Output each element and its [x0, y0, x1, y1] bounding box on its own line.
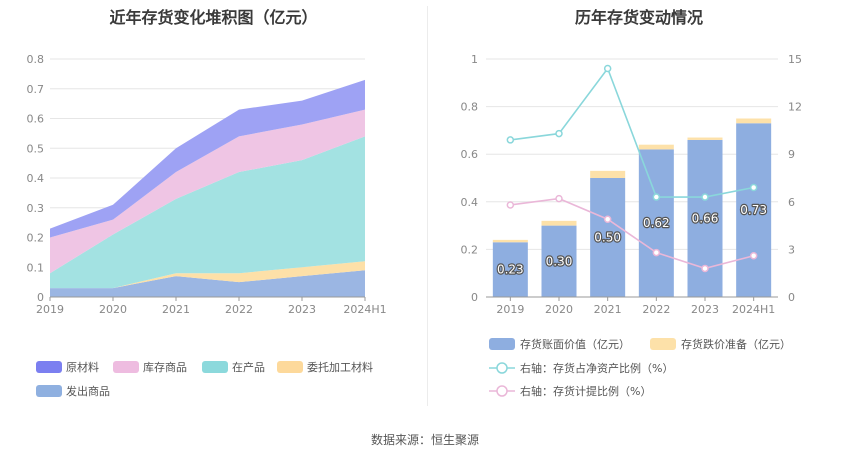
legend-swatch — [202, 361, 228, 373]
data-source-label: 数据来源：恒生聚源 — [370, 433, 479, 447]
y2-tick-label: 6 — [788, 196, 795, 209]
legend-label: 存货跌价准备（亿元） — [681, 337, 791, 351]
x-tick-label: 2023 — [288, 303, 316, 316]
bar-data-label: 0.73 — [740, 203, 767, 217]
x-tick-label: 2019 — [496, 303, 524, 316]
bar-line-chart: 0 0.2 0.4 0.6 0.8 1 0 3 6 9 12 15 2019 2020 2021 2022 20… — [461, 53, 803, 398]
y-tick-label: 0.3 — [27, 202, 45, 215]
y-tick-label: 0.1 — [27, 261, 45, 274]
bar-data-label: 0.66 — [692, 211, 719, 225]
bar-inventory-value — [492, 242, 528, 297]
legend-swatch — [650, 338, 676, 350]
line-point — [603, 215, 612, 224]
x-tick-label: 2021 — [594, 303, 622, 316]
area-series — [50, 270, 365, 297]
bar-inventory-value — [736, 123, 772, 297]
bar-impairment-reserve — [590, 170, 626, 178]
legend-swatch — [113, 361, 139, 373]
line-point — [506, 201, 515, 209]
legend-label: 库存商品 — [143, 360, 187, 374]
y-tick-label: 0.4 — [27, 172, 45, 185]
area-series — [50, 136, 365, 289]
y-tick-label: 1 — [471, 53, 478, 66]
legend-label: 存货账面价值（亿元） — [520, 337, 630, 351]
legend-marker — [496, 362, 508, 374]
panel-divider — [427, 6, 428, 406]
y-tick-label: 0.8 — [27, 53, 45, 66]
legend-swatch — [36, 385, 62, 397]
bar-impairment-reserve — [492, 239, 528, 243]
line-point — [555, 194, 563, 203]
legend-swatch — [277, 361, 303, 373]
y2-tick-label: 3 — [788, 243, 795, 256]
legend-label: 发出商品 — [66, 384, 110, 398]
y-tick-label: 0 — [471, 291, 478, 304]
y-tick-label: 0.4 — [461, 196, 479, 209]
bar-impairment-reserve — [638, 144, 674, 150]
bar-inventory-value — [590, 178, 626, 297]
right-chart-title: 历年存货变动情况 — [574, 8, 703, 27]
x-tick-label: 2020 — [99, 303, 127, 316]
bar-data-label: 0.30 — [546, 254, 573, 268]
legend-swatch — [489, 338, 515, 350]
y2-tick-label: 12 — [788, 101, 802, 114]
legend-swatch — [36, 361, 62, 373]
y-tick-label: 0 — [37, 291, 44, 304]
x-tick-label: 2024H1 — [343, 303, 386, 316]
area-series — [50, 109, 365, 274]
line-point — [701, 193, 709, 201]
stacked-area-chart: 0 0.1 0.2 0.3 0.4 0.5 0.6 0.7 0.8 2019 2020 2021 202… — [27, 53, 387, 398]
line-point — [555, 129, 563, 138]
line-point — [701, 264, 709, 273]
area-series — [50, 261, 365, 289]
area-series — [50, 79, 365, 238]
legend-label: 在产品 — [232, 360, 265, 374]
bar-data-label: 0.62 — [643, 216, 670, 230]
legend-label: 右轴：存货计提比例（%） — [520, 384, 651, 398]
y-tick-label: 0.2 — [27, 232, 45, 245]
bar-inventory-value — [541, 225, 577, 297]
x-tick-label: 2019 — [36, 303, 64, 316]
bar-data-label: 0.23 — [497, 263, 524, 277]
line-point — [652, 193, 661, 201]
line-point — [652, 248, 661, 257]
y2-tick-label: 9 — [788, 148, 795, 161]
y2-tick-label: 15 — [788, 53, 802, 66]
legend-label: 右轴：存货占净资产比例（%） — [520, 361, 673, 375]
y-tick-label: 0.2 — [461, 243, 479, 256]
x-tick-label: 2020 — [545, 303, 573, 316]
bar-inventory-value — [638, 149, 674, 297]
bar-impairment-reserve — [541, 220, 577, 226]
line-series — [510, 66, 754, 198]
y-tick-label: 0.7 — [27, 83, 45, 96]
x-tick-label: 2021 — [162, 303, 190, 316]
bar-data-label: 0.50 — [594, 231, 621, 245]
line-series — [510, 197, 754, 270]
left-chart-title: 近年存货变化堆积图（亿元） — [109, 8, 318, 27]
x-tick-label: 2024H1 — [732, 303, 775, 316]
line-point — [749, 251, 758, 260]
line-point — [603, 64, 612, 73]
x-tick-label: 2022 — [225, 303, 253, 316]
bar-impairment-reserve — [736, 118, 772, 124]
y2-tick-label: 0 — [788, 291, 795, 304]
bar-impairment-reserve — [687, 137, 723, 140]
y-tick-label: 0.5 — [27, 142, 45, 155]
y-tick-label: 0.8 — [461, 101, 479, 114]
legend-label: 委托加工材料 — [307, 360, 373, 374]
y-tick-label: 0.6 — [461, 148, 479, 161]
line-point — [506, 136, 515, 144]
legend-marker — [496, 385, 508, 397]
x-tick-label: 2023 — [691, 303, 719, 316]
line-point — [749, 183, 758, 192]
x-tick-label: 2022 — [642, 303, 670, 316]
y-tick-label: 0.6 — [27, 113, 45, 126]
legend-label: 原材料 — [66, 360, 99, 374]
